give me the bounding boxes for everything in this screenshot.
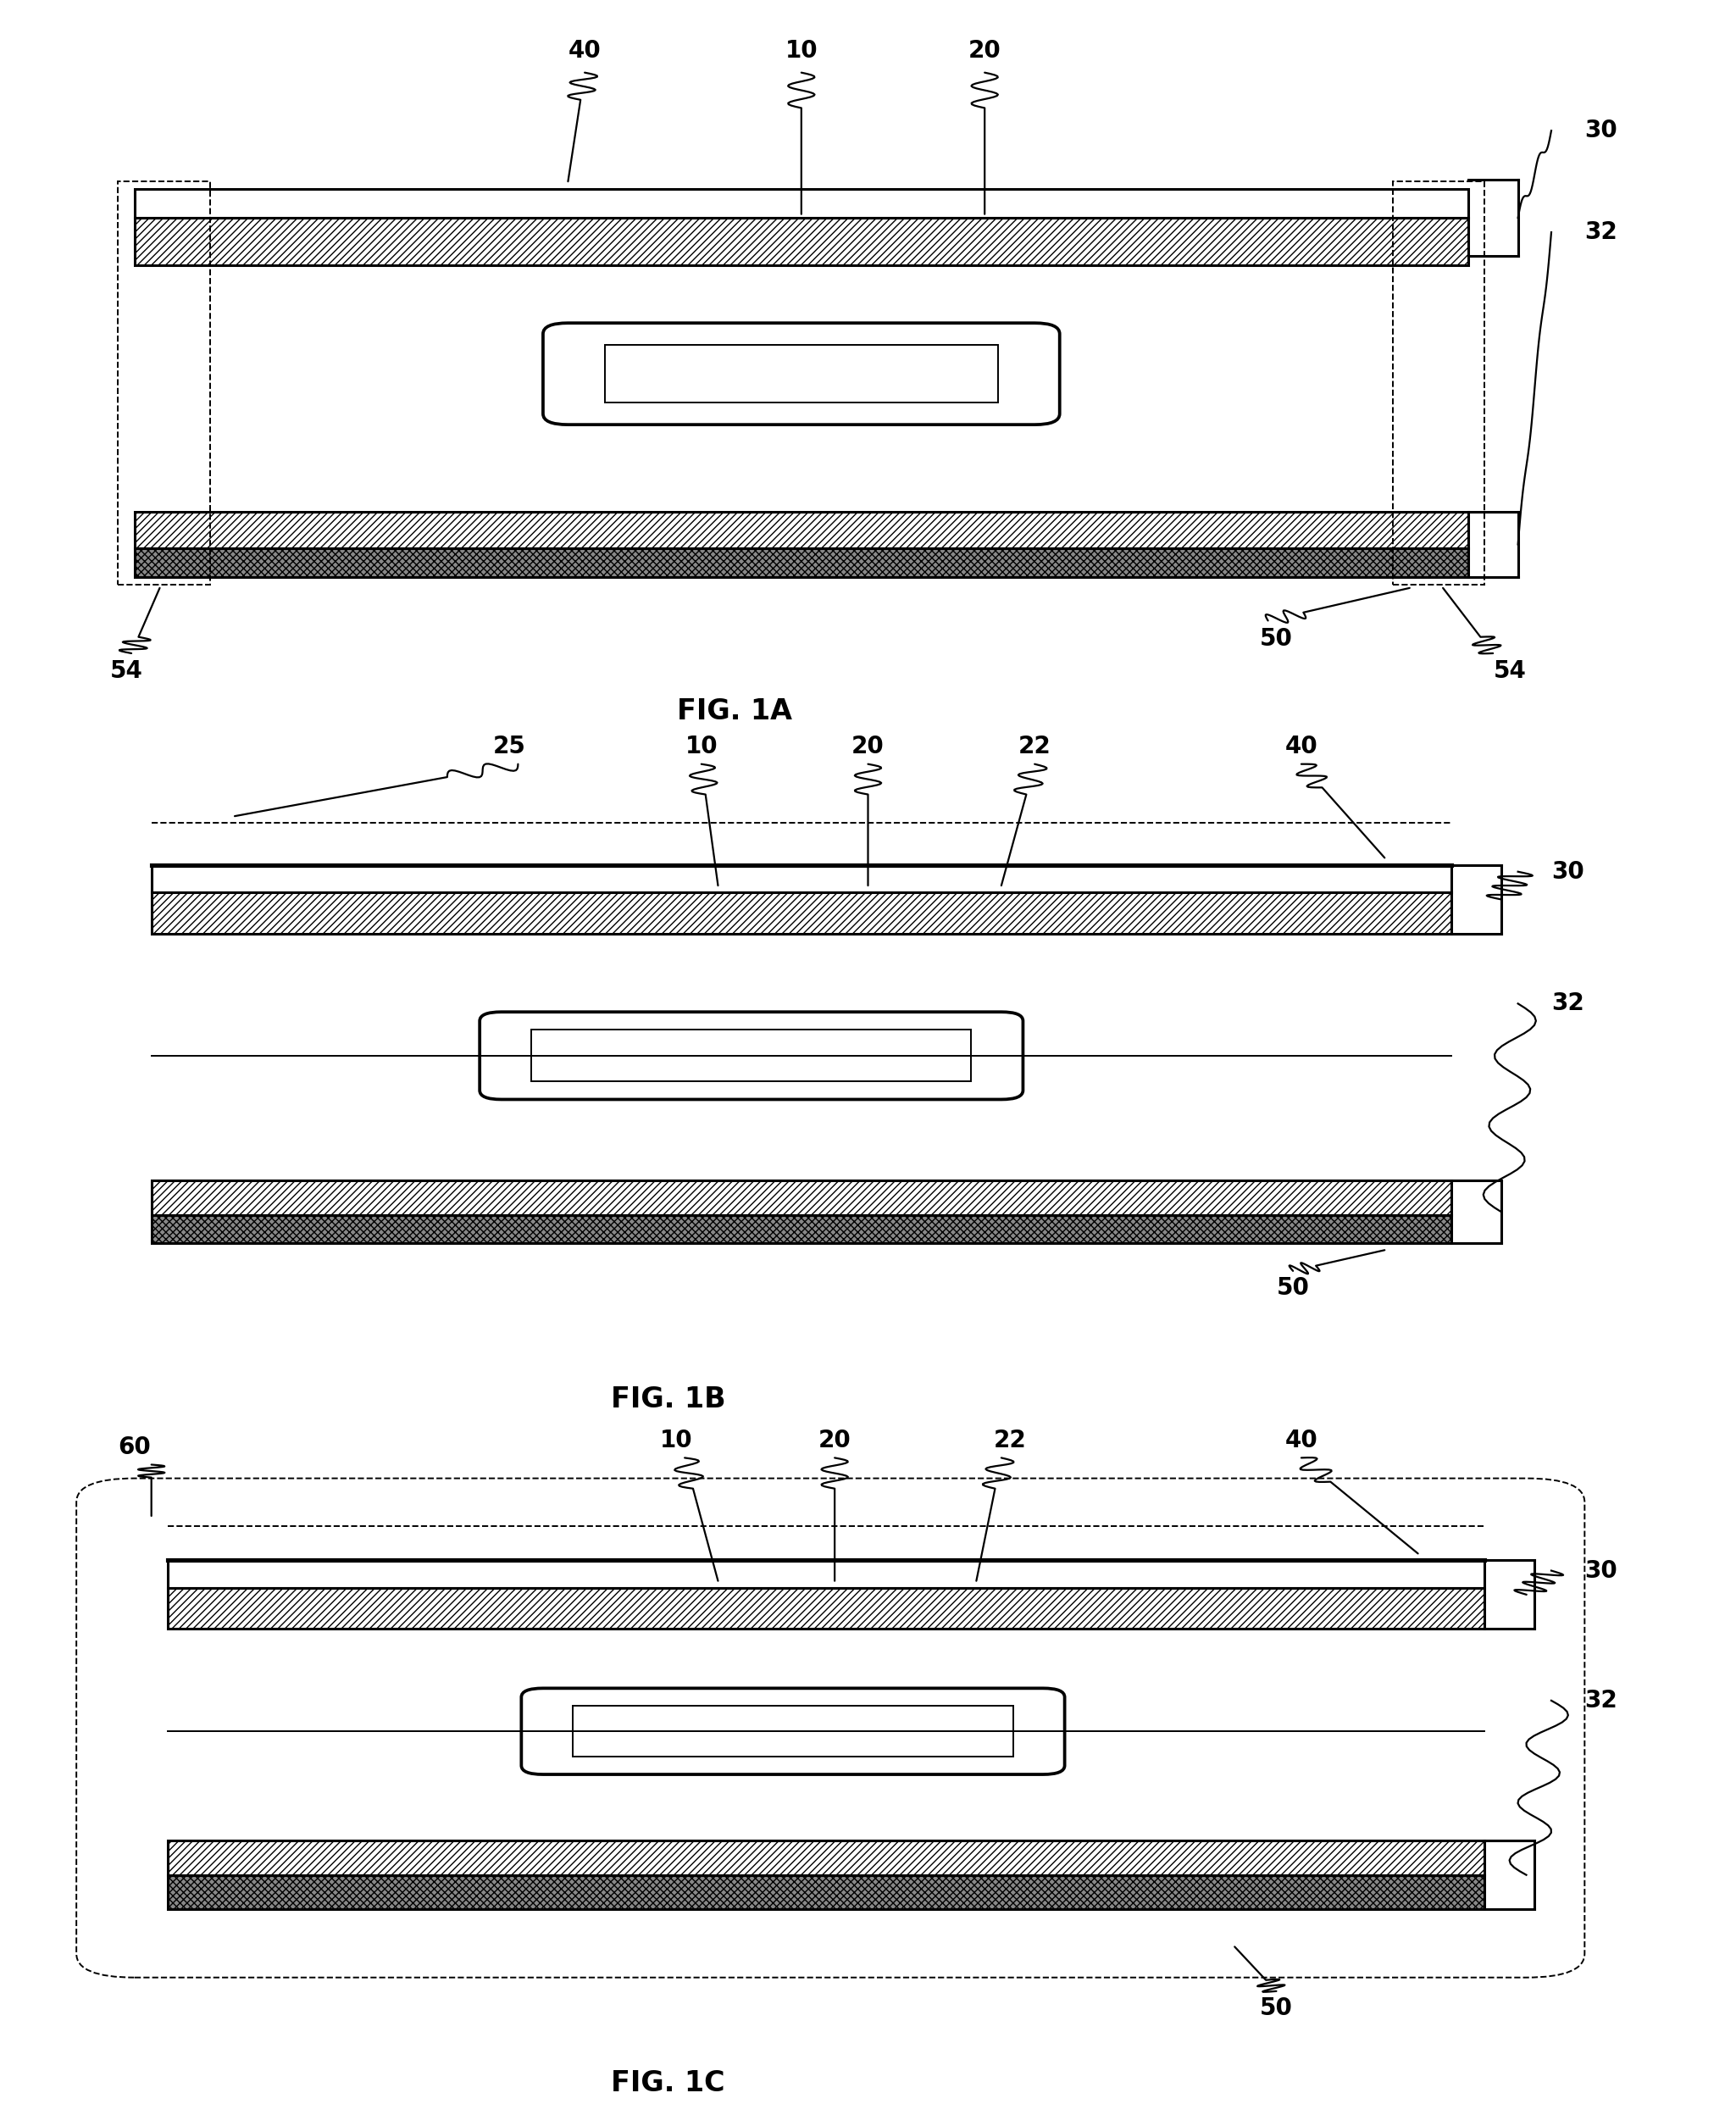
FancyBboxPatch shape xyxy=(521,1687,1064,1774)
Text: 32: 32 xyxy=(1585,1690,1618,1713)
Bar xyxy=(151,865,1451,892)
Text: 54: 54 xyxy=(1493,659,1526,684)
Text: 30: 30 xyxy=(1585,118,1618,143)
Text: 20: 20 xyxy=(969,40,1002,63)
Text: 50: 50 xyxy=(1260,1997,1293,2020)
Text: 32: 32 xyxy=(1585,221,1618,244)
Text: FIG. 1B: FIG. 1B xyxy=(611,1384,726,1414)
Bar xyxy=(151,1180,1451,1216)
Bar xyxy=(118,181,210,585)
Text: FIG. 1A: FIG. 1A xyxy=(677,696,792,726)
FancyBboxPatch shape xyxy=(543,324,1059,425)
Text: 30: 30 xyxy=(1552,861,1585,884)
Text: 30: 30 xyxy=(1585,1559,1618,1582)
Text: 54: 54 xyxy=(109,659,142,684)
Text: 25: 25 xyxy=(493,734,526,760)
Bar xyxy=(1392,181,1484,585)
Text: 22: 22 xyxy=(1019,734,1050,760)
Bar xyxy=(531,1029,972,1081)
Bar xyxy=(151,892,1451,934)
Text: 10: 10 xyxy=(686,734,717,760)
Bar xyxy=(168,1841,1484,1875)
Text: 22: 22 xyxy=(993,1429,1026,1452)
Text: 20: 20 xyxy=(852,734,884,760)
Bar xyxy=(135,511,1469,547)
Text: 50: 50 xyxy=(1260,627,1293,650)
Text: 10: 10 xyxy=(660,1429,693,1452)
Bar xyxy=(135,547,1469,576)
Bar xyxy=(135,189,1469,217)
Text: 10: 10 xyxy=(785,40,818,63)
Text: 40: 40 xyxy=(568,40,601,63)
Bar xyxy=(151,1216,1451,1243)
Bar xyxy=(168,1875,1484,1908)
Text: 20: 20 xyxy=(818,1429,851,1452)
FancyBboxPatch shape xyxy=(479,1012,1023,1100)
Bar xyxy=(604,345,998,402)
Bar xyxy=(168,1589,1484,1628)
Bar xyxy=(168,1561,1484,1589)
Text: 32: 32 xyxy=(1552,991,1585,1016)
Bar xyxy=(573,1706,1014,1757)
Text: 40: 40 xyxy=(1285,1429,1318,1452)
Text: 40: 40 xyxy=(1285,734,1318,760)
Text: 50: 50 xyxy=(1276,1277,1309,1300)
Bar xyxy=(135,217,1469,265)
Text: 60: 60 xyxy=(118,1435,151,1460)
Text: FIG. 1C: FIG. 1C xyxy=(611,2070,726,2098)
